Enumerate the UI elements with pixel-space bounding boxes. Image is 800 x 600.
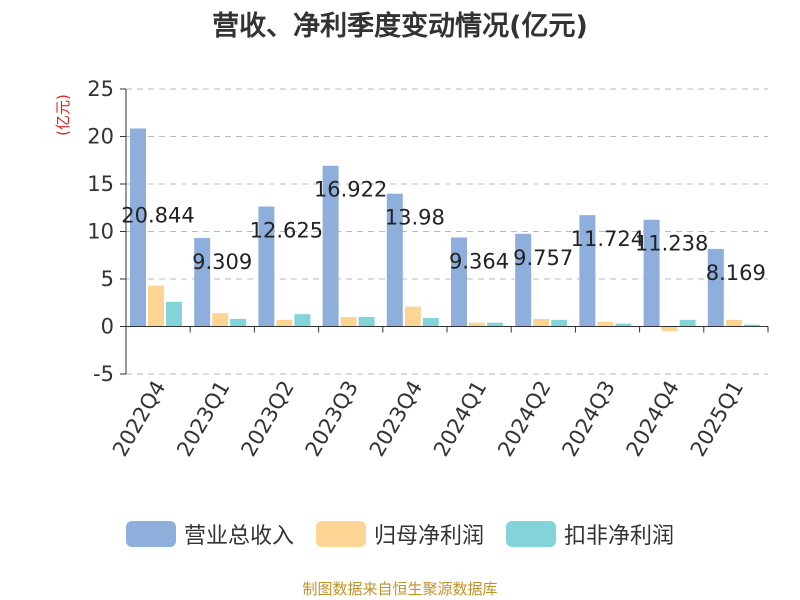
legend-swatch-net-profit xyxy=(315,521,366,547)
bar-revenue-2023Q4 xyxy=(386,193,403,327)
x-tick-label-2022Q4: 2022Q4 xyxy=(108,377,170,461)
bar-revenue-2025Q1 xyxy=(707,248,724,327)
y-tick-label: 15 xyxy=(87,172,114,196)
bar-revenue-2024Q4 xyxy=(643,219,660,327)
data-label-revenue-2023Q1: 9.309 xyxy=(192,250,252,274)
bar-deducted_profit-2023Q2 xyxy=(294,314,311,327)
legend-item-deducted-profit[interactable]: 扣非净利润 xyxy=(506,518,674,550)
bar-revenue-2023Q2 xyxy=(258,206,275,327)
data-label-revenue-2025Q1: 8.169 xyxy=(706,261,766,285)
x-tick-label-2025Q1: 2025Q1 xyxy=(686,377,748,461)
y-tick-label: -5 xyxy=(93,362,114,386)
y-tick-label: 20 xyxy=(87,125,114,149)
bar-deducted_profit-2024Q1 xyxy=(487,322,503,327)
bar-revenue-2023Q3 xyxy=(322,165,339,327)
bar-net_profit-2024Q4 xyxy=(661,326,678,332)
legend-label-revenue: 营业总收入 xyxy=(183,524,294,549)
y-tick-label: 25 xyxy=(87,77,114,101)
bar-deducted_profit-2024Q2 xyxy=(551,319,568,327)
legend-label-net-profit: 归母净利润 xyxy=(373,524,484,549)
x-tick-label-2024Q1: 2024Q1 xyxy=(429,377,491,461)
legend-swatch-revenue xyxy=(125,521,176,547)
data-label-revenue-2024Q1: 9.364 xyxy=(449,250,509,274)
bar-deducted_profit-2024Q3 xyxy=(615,323,632,327)
bar-net_profit-2024Q1 xyxy=(469,322,485,327)
y-axis-unit: (亿元) xyxy=(54,94,72,136)
bar-net_profit-2022Q4 xyxy=(148,285,164,327)
data-label-revenue-2023Q4: 13.98 xyxy=(385,206,445,230)
y-tick-label: 10 xyxy=(87,220,114,244)
bar-net_profit-2023Q3 xyxy=(340,317,357,327)
chart-title: 营收、净利季度变动情况(亿元) xyxy=(212,11,588,42)
bar-net_profit-2025Q1 xyxy=(725,319,742,327)
data-label-revenue-2024Q2: 9.757 xyxy=(513,246,573,270)
bar-deducted_profit-2025Q1 xyxy=(743,324,760,327)
data-label-revenue-2023Q3: 16.922 xyxy=(314,178,387,202)
x-tick-label-2024Q4: 2024Q4 xyxy=(622,377,684,461)
bar-net_profit-2024Q2 xyxy=(533,318,550,327)
legend-swatch-deducted-profit xyxy=(506,521,556,547)
x-tick-label-2024Q3: 2024Q3 xyxy=(557,377,619,461)
bar-revenue-2024Q1 xyxy=(451,237,467,327)
x-tick-label-2023Q3: 2023Q3 xyxy=(301,377,363,461)
x-tick-label-2023Q1: 2023Q1 xyxy=(172,377,234,461)
y-tick-label: 0 xyxy=(101,315,114,339)
x-tick-label-2023Q4: 2023Q4 xyxy=(365,377,427,461)
x-tick-label-2023Q2: 2023Q2 xyxy=(236,377,298,461)
bar-deducted_profit-2022Q4 xyxy=(166,301,182,327)
data-label-revenue-2023Q2: 12.625 xyxy=(250,219,323,243)
bar-net_profit-2023Q1 xyxy=(212,313,229,327)
bar-net_profit-2023Q4 xyxy=(404,306,421,327)
bar-net_profit-2024Q3 xyxy=(597,321,614,327)
legend-item-revenue[interactable]: 营业总收入 xyxy=(125,518,294,550)
data-label-revenue-2024Q4: 11.238 xyxy=(635,232,708,256)
bar-deducted_profit-2023Q4 xyxy=(422,317,439,327)
bar-deducted_profit-2023Q1 xyxy=(230,318,247,327)
bar-revenue-2024Q3 xyxy=(579,215,596,327)
bar-deducted_profit-2024Q4 xyxy=(679,319,696,327)
y-tick-label: 5 xyxy=(101,267,114,291)
legend-item-net-profit[interactable]: 归母净利润 xyxy=(315,518,484,550)
legend: 营业总收入 归母净利润 扣非净利润 xyxy=(0,518,800,550)
bar-revenue-2023Q1 xyxy=(194,238,211,327)
bar-revenue-2022Q4 xyxy=(130,128,146,327)
source-note: 制图数据来自恒生聚源数据库 xyxy=(302,580,498,598)
bar-revenue-2024Q2 xyxy=(515,233,532,327)
bar-deducted_profit-2023Q3 xyxy=(358,317,375,327)
data-label-revenue-2024Q3: 11.724 xyxy=(571,227,644,251)
x-tick-label-2024Q2: 2024Q2 xyxy=(493,377,555,461)
bar-net_profit-2023Q2 xyxy=(276,319,293,327)
legend-label-deducted-profit: 扣非净利润 xyxy=(564,524,675,549)
data-label-revenue-2022Q4: 20.844 xyxy=(121,203,194,227)
